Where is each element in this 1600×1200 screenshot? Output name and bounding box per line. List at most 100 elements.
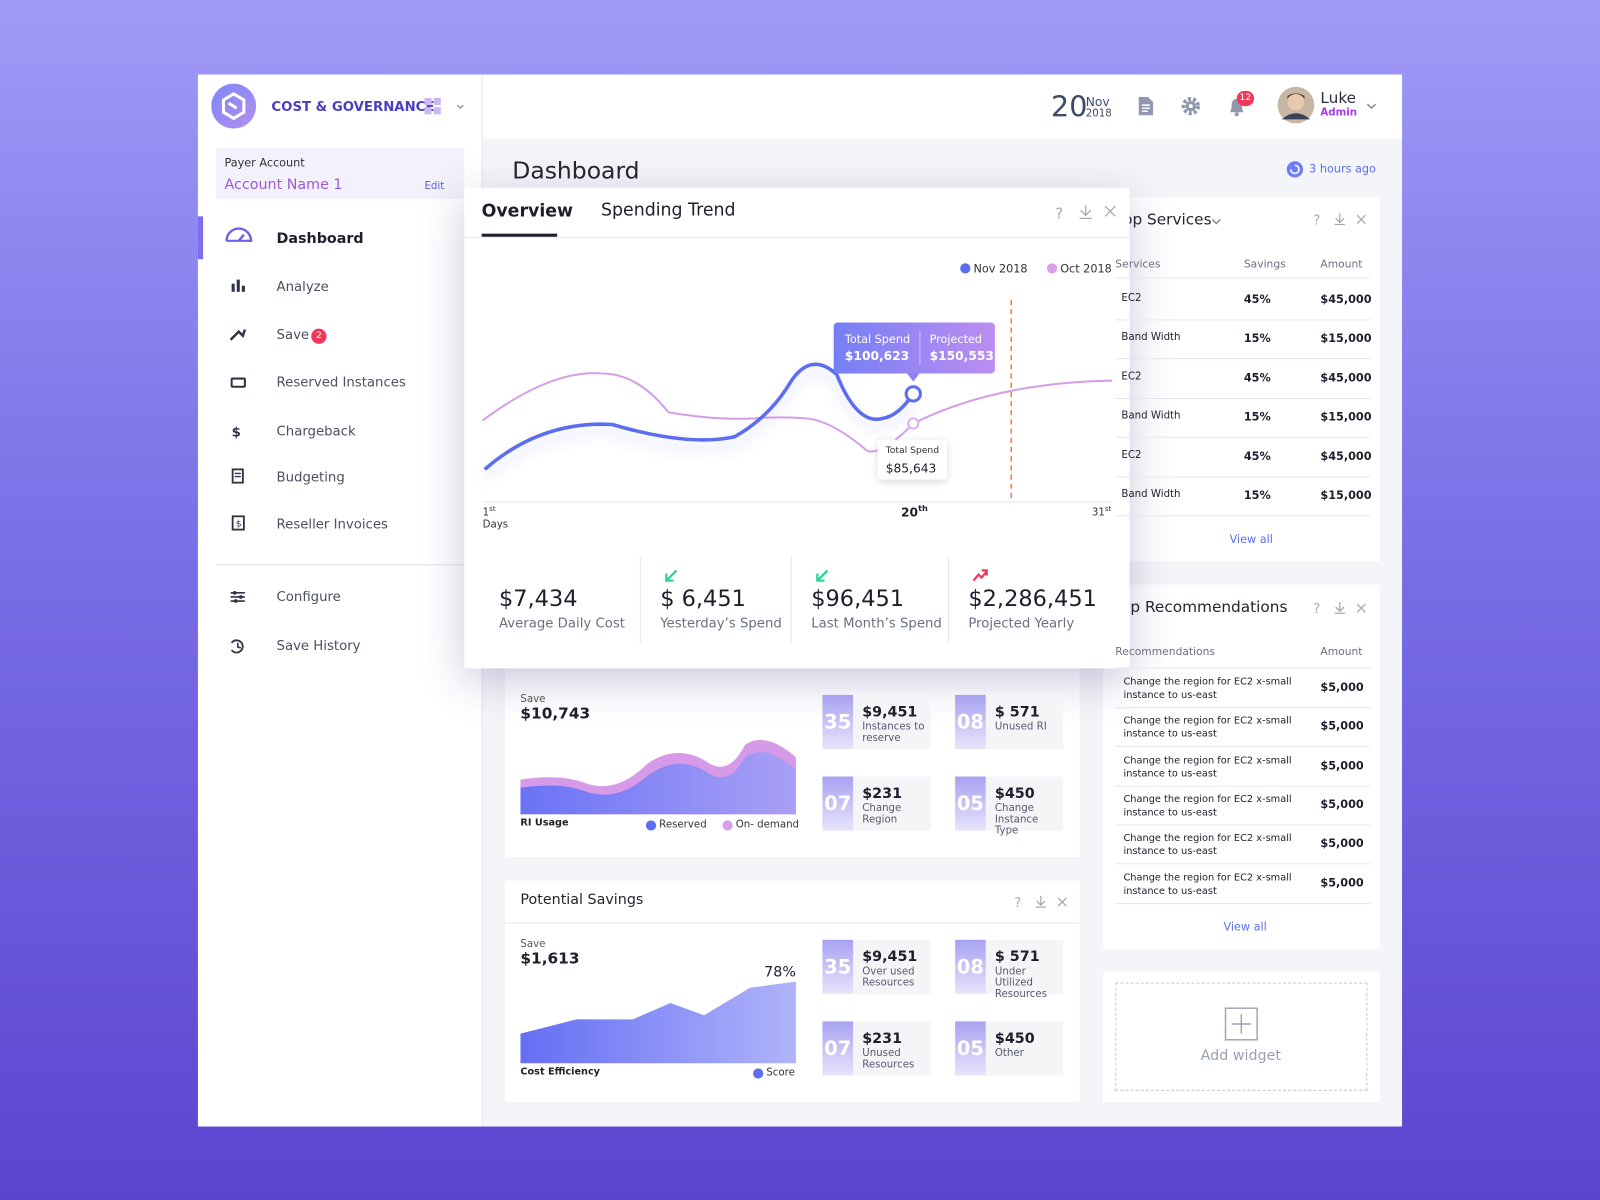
row-line	[1115, 707, 1371, 709]
notification-badge: 12	[1236, 90, 1255, 107]
column-header: Services	[1115, 258, 1161, 271]
nav-icon	[224, 587, 253, 613]
chart-label: Cost Efficiency	[520, 1066, 601, 1078]
view-all[interactable]: View all	[1223, 920, 1267, 934]
nav-icon	[224, 466, 253, 492]
nav-item[interactable]: Chargeback	[276, 424, 356, 440]
panel-actions[interactable]: ?	[1012, 894, 1069, 910]
tile-label: Instances to reserve	[862, 721, 925, 744]
nav-item[interactable]: Configure	[276, 589, 341, 606]
tile-label: Change Region	[862, 803, 902, 826]
tick-day: 20	[901, 505, 919, 520]
svg-text:?: ?	[1014, 896, 1021, 910]
tooltip	[833, 322, 995, 374]
tooltip-label: Total Spend	[885, 445, 940, 457]
nav-item[interactable]: Analyze	[276, 279, 329, 295]
tile-count: 07	[822, 1021, 854, 1076]
app-switcher[interactable]	[422, 97, 467, 116]
x-axis-label: Days	[482, 519, 509, 531]
savings-tile: 08 $ 571 Under Utilized Resources	[955, 939, 1064, 1000]
kpi-label: Last Month’s Spend	[811, 616, 942, 632]
nav-item[interactable]: Reseller Invoices	[276, 517, 388, 533]
table-cell: $15,000	[1320, 488, 1372, 503]
row-line	[1115, 277, 1371, 279]
dropdown[interactable]	[1210, 217, 1222, 225]
tile-amount: $231	[862, 1030, 903, 1047]
tile-count: 35	[822, 939, 854, 994]
legend-label: Nov 2018	[973, 261, 1028, 275]
tile-label: Unused RI	[994, 721, 1047, 733]
nav-item[interactable]: Budgeting	[276, 470, 345, 486]
legend-dot	[645, 820, 657, 831]
refresh-icon[interactable]	[1286, 160, 1304, 178]
nav-item-active[interactable]: Dashboard	[276, 230, 364, 247]
tooltip-value: $100,623	[844, 348, 910, 364]
tile-label: Change Instance Type	[994, 803, 1039, 837]
tab[interactable]: Spending Trend	[601, 199, 736, 221]
avatar[interactable]	[1277, 86, 1315, 124]
nav-icon	[224, 227, 253, 253]
tooltip-label: Projected	[929, 332, 983, 346]
kpi-value: $96,451	[811, 586, 905, 613]
tab-active[interactable]: Overview	[481, 201, 574, 222]
edit-link[interactable]: Edit	[424, 180, 445, 192]
user-menu[interactable]	[1365, 102, 1377, 110]
table-cell: 15%	[1243, 410, 1271, 424]
panel-actions: ?	[1311, 600, 1368, 619]
table-cell: 15%	[1243, 332, 1271, 346]
add-widget-box[interactable]	[1115, 982, 1368, 1091]
tick-suffix: th	[918, 504, 928, 514]
tooltip-value: $150,553	[929, 348, 994, 364]
top-services-panel	[1103, 196, 1380, 562]
nav-item[interactable]: Save	[276, 327, 310, 343]
nav-item[interactable]: Reserved Instances	[276, 375, 406, 391]
tile-amount: $450	[994, 785, 1035, 803]
divider	[505, 922, 1080, 924]
settings-icon[interactable]	[1181, 96, 1201, 116]
row-line	[1115, 358, 1371, 360]
x-tick-label: 31st	[1092, 506, 1112, 519]
save-amount: $10,743	[520, 704, 591, 723]
tile-amount: $231	[862, 785, 903, 803]
tile-amount: $9,451	[862, 704, 918, 721]
legend-label: Score	[766, 1067, 795, 1079]
row-line	[1115, 863, 1371, 865]
plus-icon	[1224, 1007, 1258, 1041]
tooltip-value: $85,643	[885, 461, 937, 476]
column-header: Amount	[1320, 258, 1363, 271]
row-line	[1115, 902, 1371, 904]
user-role: Admin	[1320, 107, 1358, 119]
savings-tile: 05 $450 Other	[955, 1021, 1064, 1076]
row-line	[1115, 476, 1371, 478]
kpi-divider	[947, 556, 949, 643]
table-cell: Change the region for EC2 x-small instan…	[1123, 715, 1292, 741]
tile-amount: $ 571	[994, 948, 1040, 966]
table-cell: $5,000	[1320, 680, 1364, 694]
legend-label: Oct 2018	[1060, 261, 1112, 275]
kpi-value: $ 6,451	[660, 586, 746, 613]
nav-item[interactable]: Save History	[276, 638, 361, 655]
account-name: Account Name 1	[224, 176, 343, 193]
sidebar	[197, 74, 483, 1127]
tick-suffix: st	[489, 505, 496, 514]
table-cell: $45,000	[1320, 449, 1372, 463]
view-all[interactable]: View all	[1229, 532, 1273, 546]
account-label: Payer Account	[224, 156, 305, 170]
table-cell: $15,000	[1320, 332, 1372, 346]
svg-text:?: ?	[1313, 213, 1320, 227]
card-actions[interactable]: ?	[1053, 203, 1118, 221]
table-cell: Band Width	[1121, 332, 1181, 344]
tile-count: 08	[955, 694, 986, 749]
efficiency-area-chart	[520, 981, 796, 1064]
save-amount: $1,613	[520, 948, 580, 968]
table-cell: $5,000	[1320, 836, 1364, 851]
tab-divider	[464, 236, 1130, 238]
report-icon[interactable]	[1138, 96, 1154, 116]
tooltip-divider	[919, 330, 921, 366]
savings-tile: 07 $231 Unused Resources	[822, 1021, 931, 1076]
brand-name: COST & GOVERNANCE	[271, 99, 435, 116]
legend-dot	[960, 263, 971, 274]
row-line	[1115, 785, 1371, 787]
logo	[211, 83, 257, 129]
